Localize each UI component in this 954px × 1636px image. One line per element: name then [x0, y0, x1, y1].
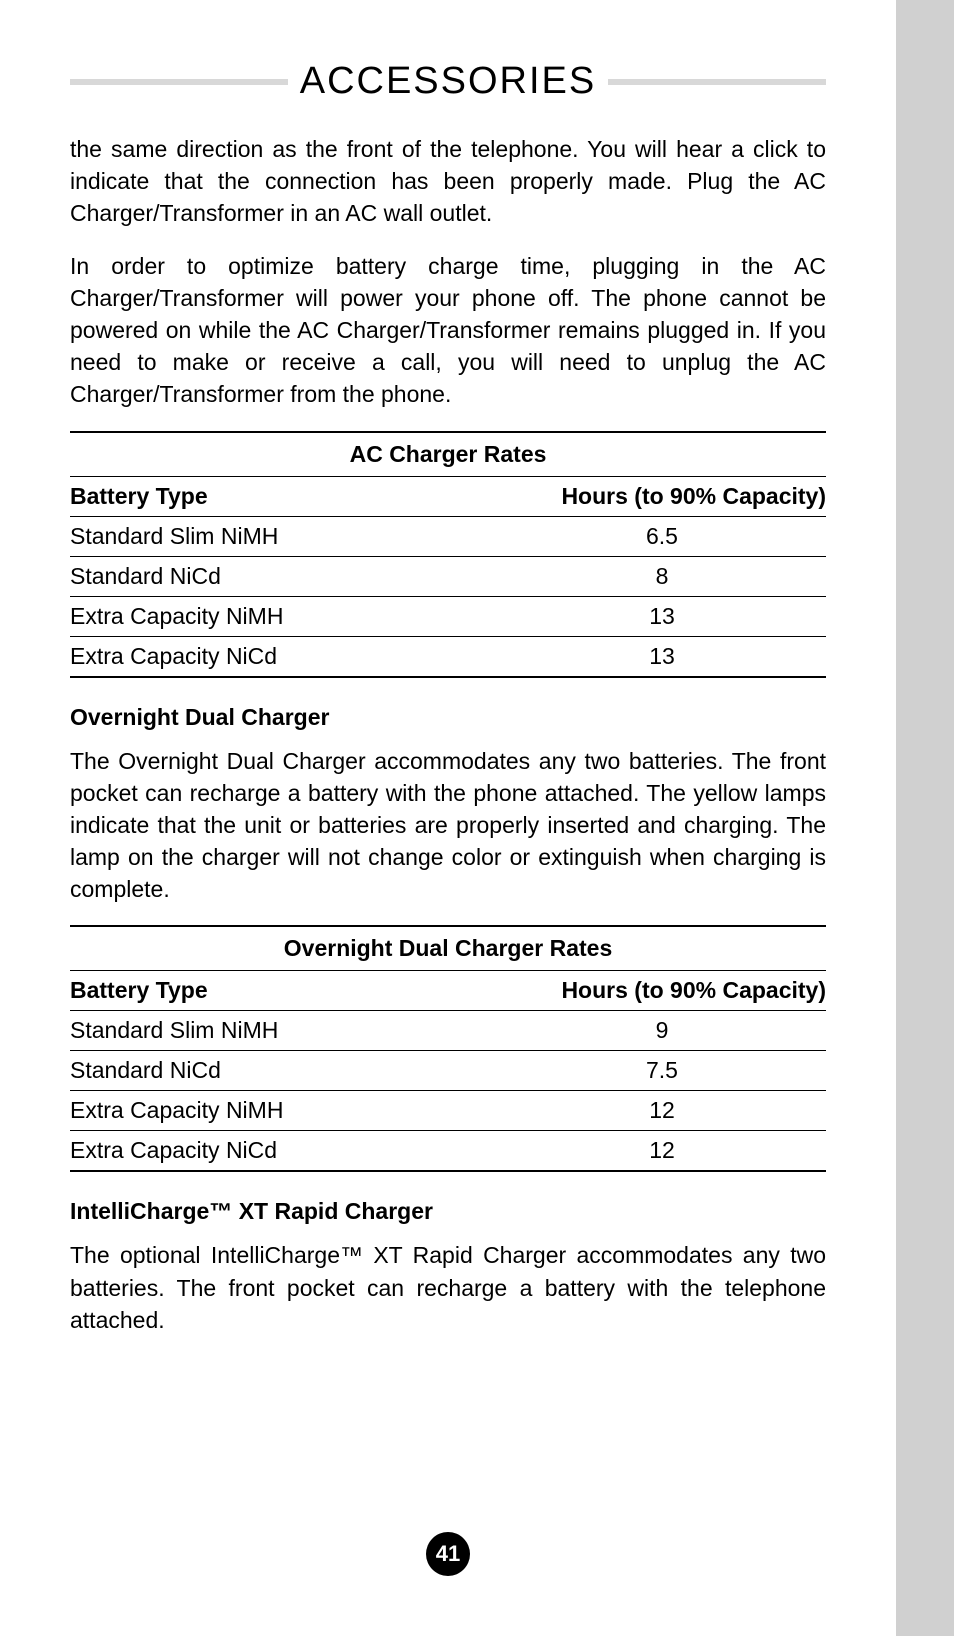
- ac-charger-table: AC Charger Rates Battery Type Hours (to …: [70, 431, 826, 678]
- table-row: Extra Capacity NiCd 12: [70, 1131, 826, 1172]
- table1-row1-hours: 8: [398, 563, 826, 590]
- table2-row2-hours: 12: [398, 1097, 826, 1124]
- page-number-container: 41: [0, 1532, 896, 1576]
- table2-header-row: Battery Type Hours (to 90% Capacity): [70, 971, 826, 1011]
- paragraph-1: the same direction as the front of the t…: [70, 133, 826, 230]
- table1-header-left: Battery Type: [70, 483, 448, 510]
- table1-row3-type: Extra Capacity NiCd: [70, 643, 398, 670]
- table-row: Extra Capacity NiMH 13: [70, 597, 826, 637]
- table2-row1-type: Standard NiCd: [70, 1057, 398, 1084]
- page-title: ACCESSORIES: [300, 60, 597, 103]
- table2-title: Overnight Dual Charger Rates: [70, 925, 826, 971]
- title-bar: ACCESSORIES: [70, 60, 826, 103]
- table-row: Standard Slim NiMH 6.5: [70, 517, 826, 557]
- document-page: ACCESSORIES the same direction as the fr…: [0, 0, 896, 1636]
- overnight-charger-table: Overnight Dual Charger Rates Battery Typ…: [70, 925, 826, 1172]
- table1-row3-hours: 13: [398, 643, 826, 670]
- table2-header-left: Battery Type: [70, 977, 448, 1004]
- table-row: Extra Capacity NiMH 12: [70, 1091, 826, 1131]
- table-row: Standard Slim NiMH 9: [70, 1011, 826, 1051]
- paragraph-2: In order to optimize battery charge time…: [70, 250, 826, 411]
- table1-row1-type: Standard NiCd: [70, 563, 398, 590]
- page-number: 41: [426, 1532, 470, 1576]
- table1-header-right: Hours (to 90% Capacity): [448, 483, 826, 510]
- table1-title: AC Charger Rates: [70, 431, 826, 477]
- table1-row0-hours: 6.5: [398, 523, 826, 550]
- table1-row2-hours: 13: [398, 603, 826, 630]
- table2-row1-hours: 7.5: [398, 1057, 826, 1084]
- paragraph-4: The optional IntelliCharge™ XT Rapid Cha…: [70, 1239, 826, 1336]
- table1-row2-type: Extra Capacity NiMH: [70, 603, 398, 630]
- table-row: Standard NiCd 7.5: [70, 1051, 826, 1091]
- table2-row2-type: Extra Capacity NiMH: [70, 1097, 398, 1124]
- table2-row3-type: Extra Capacity NiCd: [70, 1137, 398, 1164]
- table1-row0-type: Standard Slim NiMH: [70, 523, 398, 550]
- table2-row0-type: Standard Slim NiMH: [70, 1017, 398, 1044]
- table2-row3-hours: 12: [398, 1137, 826, 1164]
- table-row: Extra Capacity NiCd 13: [70, 637, 826, 678]
- table-row: Standard NiCd 8: [70, 557, 826, 597]
- title-line-right: [608, 79, 826, 85]
- heading-overnight: Overnight Dual Charger: [70, 704, 826, 731]
- title-section: ACCESSORIES: [70, 60, 826, 103]
- paragraph-3: The Overnight Dual Charger accommodates …: [70, 745, 826, 906]
- table2-header-right: Hours (to 90% Capacity): [448, 977, 826, 1004]
- table2-row0-hours: 9: [398, 1017, 826, 1044]
- heading-intellicharge: IntelliCharge™ XT Rapid Charger: [70, 1198, 826, 1225]
- table1-header-row: Battery Type Hours (to 90% Capacity): [70, 477, 826, 517]
- title-line-left: [70, 79, 288, 85]
